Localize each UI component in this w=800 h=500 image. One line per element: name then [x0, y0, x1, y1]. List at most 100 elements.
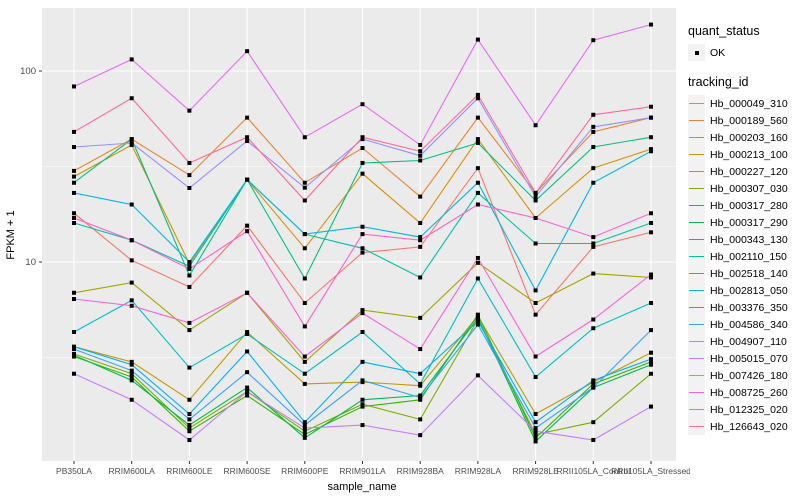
data-point: [418, 395, 423, 400]
legend-item-label: Hb_005015_070: [710, 352, 788, 365]
x-tick-label: RRIM928LA: [455, 466, 502, 476]
data-point: [129, 378, 134, 383]
data-point: [475, 202, 480, 207]
quant-status-legend-title: quant_status: [688, 24, 760, 38]
legend-item-Hb_000227_120: Hb_000227_120: [688, 163, 800, 180]
series-color-swatch-icon: [688, 95, 705, 112]
data-point: [649, 272, 653, 277]
series-color-swatch-icon: [688, 384, 705, 401]
data-point: [591, 38, 596, 43]
data-point: [302, 180, 307, 185]
data-point: [245, 349, 250, 354]
series-color-swatch-icon: [688, 231, 705, 248]
x-tick-label: RRII105LA_Control: [556, 466, 630, 476]
legend-item-Hb_004907_110: Hb_004907_110: [688, 333, 800, 350]
data-point: [302, 423, 307, 428]
series-color-swatch-icon: [688, 350, 705, 367]
data-point: [187, 429, 192, 434]
data-point: [649, 104, 653, 109]
data-point: [475, 92, 480, 97]
data-point: [475, 140, 480, 145]
legend-item-label: Hb_004586_340: [710, 318, 788, 331]
data-point: [360, 135, 365, 140]
data-point: [302, 301, 307, 306]
series-color-swatch-icon: [688, 129, 705, 146]
data-point: [187, 160, 192, 165]
plot-panel: [42, 8, 676, 461]
data-point: [302, 426, 307, 431]
data-point: [533, 420, 538, 425]
data-point: [649, 357, 653, 362]
data-point: [302, 324, 307, 329]
data-point: [360, 378, 365, 383]
data-point: [475, 96, 480, 101]
data-point: [72, 190, 76, 195]
data-point: [187, 284, 192, 289]
data-point: [418, 275, 423, 280]
data-point: [302, 246, 307, 251]
data-point: [302, 354, 307, 359]
data-point: [360, 224, 365, 229]
legend-item-label: Hb_012325_020: [710, 403, 788, 416]
data-point: [533, 301, 538, 306]
data-point: [302, 135, 307, 140]
y-axis-title: FPKM + 1: [5, 210, 17, 259]
data-point: [418, 371, 423, 376]
data-point: [72, 344, 76, 349]
data-point: [533, 215, 538, 220]
data-point: [72, 330, 76, 335]
series-color-swatch-icon: [688, 248, 705, 265]
data-point: [649, 371, 653, 376]
series-color-swatch-icon: [688, 316, 705, 333]
legend-item-Hb_005015_070: Hb_005015_070: [688, 350, 800, 367]
data-point: [533, 194, 538, 199]
data-point: [360, 311, 365, 316]
data-point: [418, 433, 423, 438]
data-point: [245, 229, 250, 234]
data-point: [187, 426, 192, 431]
legend-item-label: Hb_000317_290: [710, 216, 788, 229]
data-point: [360, 160, 365, 165]
data-point: [129, 298, 134, 303]
data-point: [649, 135, 653, 140]
data-point: [591, 145, 596, 150]
data-point: [187, 412, 192, 417]
data-point: [591, 317, 596, 322]
data-point: [187, 266, 192, 271]
data-point: [245, 115, 250, 120]
legend-item-label: Hb_000317_280: [710, 199, 788, 212]
data-point: [187, 108, 192, 113]
data-point: [533, 288, 538, 293]
data-point: [418, 153, 423, 158]
data-point: [591, 124, 596, 129]
legend-item-Hb_000343_130: Hb_000343_130: [688, 231, 800, 248]
data-point: [302, 429, 307, 434]
data-point: [72, 129, 76, 134]
series-color-swatch-icon: [688, 214, 705, 231]
data-point: [129, 397, 134, 402]
legend-item-label: Hb_002813_050: [710, 284, 788, 297]
data-point: [187, 397, 192, 402]
legend-item-label: Hb_003376_350: [710, 301, 788, 314]
data-point: [72, 353, 76, 358]
data-point: [187, 264, 192, 269]
data-point: [591, 437, 596, 442]
series-color-swatch-icon: [688, 163, 705, 180]
data-point: [591, 244, 596, 249]
data-point: [418, 417, 423, 422]
data-point: [418, 347, 423, 352]
legend-item-label: Hb_000049_310: [710, 97, 788, 110]
data-point: [360, 246, 365, 251]
legend-item-Hb_000213_100: Hb_000213_100: [688, 146, 800, 163]
data-point: [129, 374, 134, 379]
data-point: [245, 223, 250, 228]
data-point: [649, 230, 653, 235]
series-color-swatch-icon: [688, 418, 705, 435]
data-point: [129, 202, 134, 207]
data-point: [187, 260, 192, 264]
data-point: [649, 115, 653, 120]
data-point: [418, 235, 423, 240]
data-point: [302, 435, 307, 440]
legend-item-Hb_012325_020: Hb_012325_020: [688, 401, 800, 418]
tracking-id-legend: tracking_id Hb_000049_310 Hb_000189_560 Hb…: [688, 75, 800, 435]
